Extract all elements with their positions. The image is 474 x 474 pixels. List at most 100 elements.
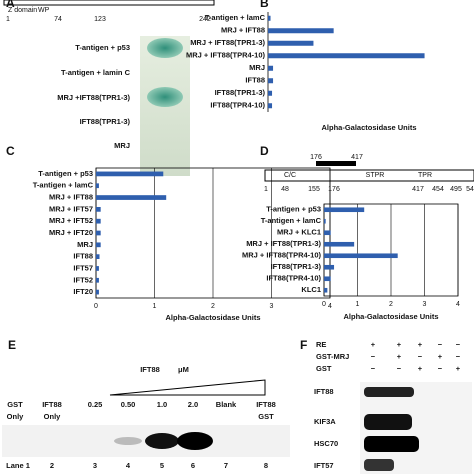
- category-label: MRJ: [77, 240, 93, 249]
- position: 155: [308, 186, 320, 193]
- bar: [324, 230, 331, 236]
- region-label: TPR: [418, 172, 432, 179]
- position: 1: [264, 186, 268, 193]
- sign: −: [371, 364, 376, 373]
- row-label: IFT88(TPR1-3): [80, 117, 131, 126]
- bar: [268, 78, 274, 84]
- bar: [324, 241, 355, 247]
- colony: [147, 38, 183, 58]
- category-label: KLC1: [301, 285, 321, 294]
- lane-number: 2: [50, 461, 54, 470]
- bar: [324, 253, 398, 259]
- x-tick-label: 2: [211, 303, 215, 310]
- category-label: MRJ + IFT57: [49, 204, 93, 213]
- category-label: MRJ + IFT88(TPR4-10): [186, 51, 265, 60]
- band: [145, 433, 179, 449]
- sign: −: [397, 364, 402, 373]
- bar: [268, 65, 274, 71]
- lane-label: IFT88: [42, 400, 62, 409]
- unit: μM: [178, 365, 189, 374]
- category-label: MRJ + IFT88: [49, 193, 93, 202]
- position: 123: [94, 16, 106, 23]
- lane-label: 1.0: [157, 400, 167, 409]
- band: [177, 432, 213, 450]
- sign: +: [456, 364, 461, 373]
- category-label: MRJ + IFT88(TPR1-3): [246, 239, 321, 248]
- bar: [96, 242, 101, 248]
- bar: [268, 90, 273, 96]
- condition-label: GST-MRJ: [316, 352, 349, 361]
- bar: [96, 171, 164, 177]
- category-label: IFT88: [73, 252, 93, 261]
- sign: −: [418, 352, 423, 361]
- lane-label: Blank: [216, 400, 237, 409]
- region-label: STPR: [366, 172, 385, 179]
- category-label: IFT88(TPR4-10): [266, 274, 321, 283]
- bar: [96, 183, 99, 189]
- x-tick-label: 4: [456, 301, 460, 308]
- lane-label: 2.0: [188, 400, 198, 409]
- lane-label: Only: [7, 412, 24, 421]
- sign: −: [438, 364, 443, 373]
- sign: −: [456, 340, 461, 349]
- lane-label: GST: [7, 400, 23, 409]
- sign: −: [371, 352, 376, 361]
- position: 1: [6, 16, 10, 23]
- category-label: MRJ + IFT88: [221, 26, 265, 35]
- lane-label: GST: [258, 412, 274, 421]
- row-label: T-antigen + p53: [75, 43, 130, 52]
- colony: [147, 87, 183, 107]
- x-axis-label: Alpha-Galactosidase Units: [165, 313, 260, 322]
- lane-label: 0.25: [88, 400, 103, 409]
- position: 417: [351, 154, 363, 161]
- x-tick-label: 0: [94, 303, 98, 310]
- category-label: MRJ + IFT52: [49, 216, 93, 225]
- panel-label: B: [260, 0, 269, 10]
- panel-label: C: [6, 144, 15, 158]
- position: 176: [328, 186, 340, 193]
- sign: +: [418, 340, 423, 349]
- x-tick-label: 2: [389, 301, 393, 308]
- position: 541: [466, 186, 474, 193]
- sign: +: [397, 352, 402, 361]
- bar: [324, 287, 328, 293]
- category-label: MRJ + IFT20: [49, 228, 93, 237]
- domain-bar: [3, 0, 215, 6]
- title: IFT88: [140, 365, 160, 374]
- lane-number: 5: [160, 461, 164, 470]
- panel-label: D: [260, 144, 269, 158]
- band: [364, 459, 394, 471]
- band-label: KIF3A: [314, 417, 336, 426]
- bar: [324, 207, 365, 213]
- category-label: MRJ: [249, 63, 265, 72]
- band: [364, 414, 412, 430]
- lane-number: Lane 1: [6, 461, 30, 470]
- domain-label: WP: [38, 7, 50, 14]
- sign: +: [418, 364, 423, 373]
- category-label: MRJ + IFT88(TPR1-3): [190, 38, 265, 47]
- panel-label: A: [6, 0, 15, 10]
- category-label: IFT88(TPR1-3): [215, 88, 266, 97]
- lane-number: 4: [126, 461, 131, 470]
- x-axis-label: Alpha-Galactosidase Units: [343, 312, 438, 321]
- bar: [96, 254, 100, 259]
- x-tick-label: 1: [153, 303, 157, 310]
- position: 454: [432, 186, 444, 193]
- bar: [324, 276, 331, 282]
- row-label: T-antigen + lamin C: [61, 68, 131, 77]
- category-label: T-antigen + lamC: [205, 13, 266, 22]
- sign: −: [438, 340, 443, 349]
- bar: [96, 277, 99, 283]
- category-label: IFT88(TPR4-10): [210, 101, 265, 110]
- position: 242: [199, 16, 211, 23]
- category-label: IFT52: [73, 275, 93, 284]
- lane-number: 6: [191, 461, 195, 470]
- bar: [96, 195, 167, 200]
- bar: [268, 53, 425, 59]
- row-label: MRJ: [114, 141, 130, 150]
- sign: +: [438, 352, 443, 361]
- domain-bar: [264, 169, 474, 182]
- lane-number: 3: [93, 461, 97, 470]
- region-label: C/C: [284, 172, 296, 179]
